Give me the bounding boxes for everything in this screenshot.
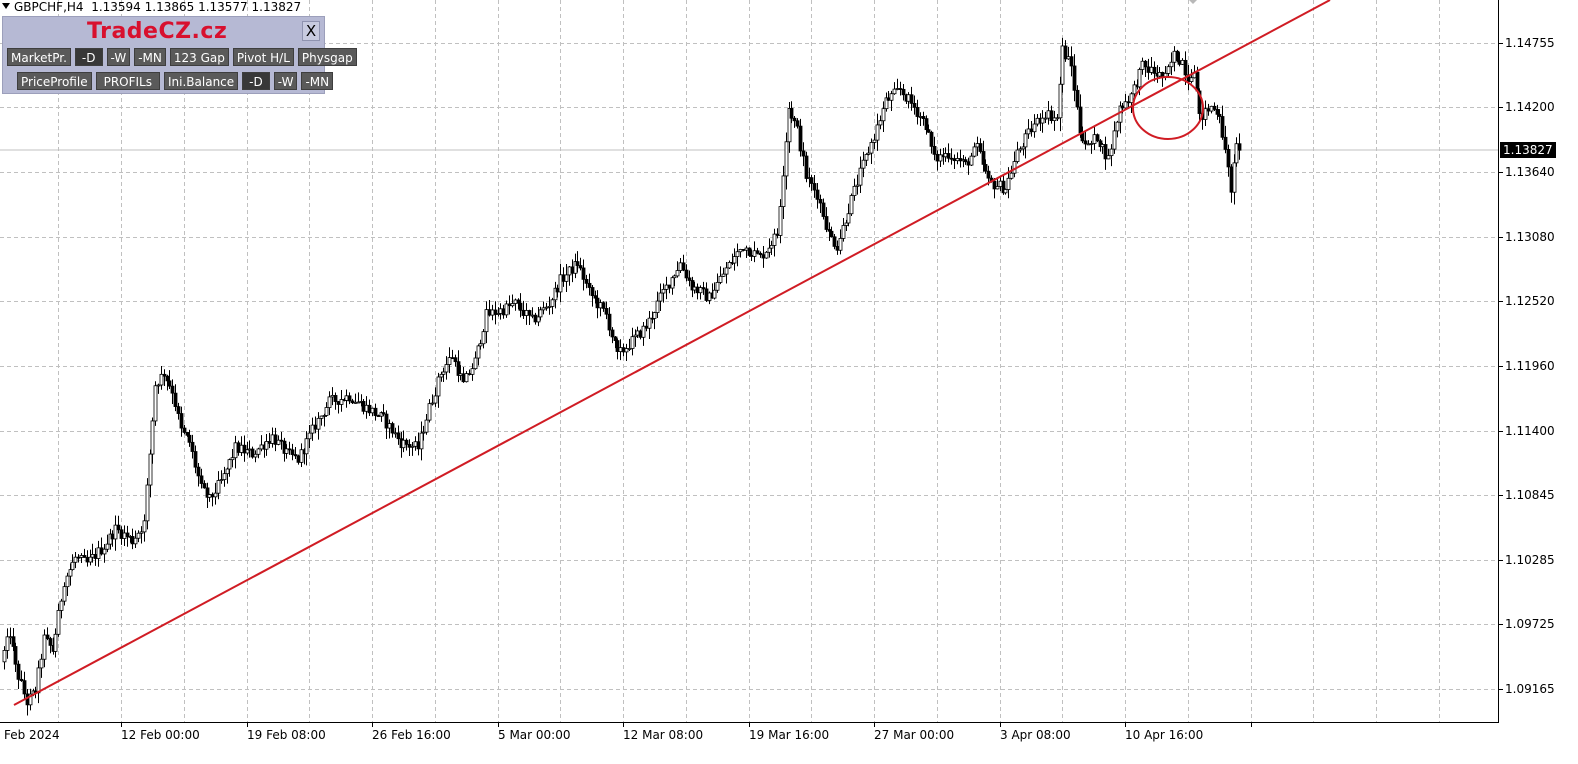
- price-tick-label: 1.13080: [1505, 230, 1555, 244]
- marker-arrow-icon: [1189, 0, 1197, 4]
- button-row-2: PriceProfile PROFILs Ini.Balance -D -W -…: [17, 72, 334, 90]
- time-tick-label: 19 Feb 08:00: [247, 728, 326, 742]
- chart-title-bar: GBPCHF,H4 1.13594 1.13865 1.13577 1.1382…: [2, 0, 301, 14]
- time-tick-label: 10 Apr 16:00: [1125, 728, 1204, 742]
- price-tick-label: 1.09725: [1505, 617, 1555, 631]
- time-tick-label: 12 Feb 00:00: [121, 728, 200, 742]
- time-tick-label: Feb 2024: [4, 728, 60, 742]
- ini-balance-button[interactable]: Ini.Balance: [164, 72, 239, 90]
- time-tick-label: 3 Apr 08:00: [1000, 728, 1071, 742]
- brand-logo: TradeCZ.cz: [87, 19, 228, 44]
- time-tick-label: 12 Mar 08:00: [623, 728, 704, 742]
- mn2-button[interactable]: -MN: [301, 72, 334, 90]
- ohlc-values: 1.13594 1.13865 1.13577 1.13827: [91, 0, 302, 14]
- price-tick-label: 1.13640: [1505, 165, 1555, 179]
- w-button[interactable]: -W: [106, 48, 131, 66]
- w2-button[interactable]: -W: [273, 72, 298, 90]
- priceprofile-button[interactable]: PriceProfile: [17, 72, 92, 90]
- pivot-hl-button[interactable]: Pivot H/L: [232, 48, 294, 66]
- tradecz-panel: TradeCZ.cz X MarketPr. -D -W -MN 123 Gap…: [2, 16, 357, 94]
- trendline[interactable]: [13, 0, 1331, 706]
- price-tick-label: 1.11960: [1505, 359, 1555, 373]
- 123-gap-button[interactable]: 123 Gap: [169, 48, 229, 66]
- price-tick-label: 1.10285: [1505, 553, 1555, 567]
- price-tick-label: 1.14200: [1505, 100, 1555, 114]
- price-tick-label: 1.10845: [1505, 488, 1555, 502]
- symbol-label: GBPCHF,H4: [14, 0, 84, 14]
- d-button[interactable]: -D: [74, 48, 103, 66]
- axis-ticks: [121, 43, 1503, 727]
- button-row-1: MarketPr. -D -W -MN 123 Gap Pivot H/L Ph…: [7, 48, 357, 66]
- candlestick-series: [2, 37, 1242, 716]
- time-tick-label: 27 Mar 00:00: [874, 728, 955, 742]
- price-tick-label: 1.12520: [1505, 294, 1555, 308]
- time-tick-label: 26 Feb 16:00: [372, 728, 451, 742]
- annotation-circle[interactable]: [1132, 76, 1204, 140]
- d2-button[interactable]: -D: [242, 72, 270, 90]
- marketpr-button[interactable]: MarketPr.: [7, 48, 71, 66]
- physgap-button[interactable]: Physgap: [297, 48, 357, 66]
- price-tick-label: 1.14755: [1505, 36, 1555, 50]
- price-tick-label: 1.11400: [1505, 424, 1555, 438]
- price-tick-label: 1.09165: [1505, 682, 1555, 696]
- close-button[interactable]: X: [302, 21, 320, 41]
- current-price-badge: 1.13827: [1500, 142, 1556, 158]
- profils-button[interactable]: PROFILs: [95, 72, 160, 90]
- grid-lines: [0, 0, 1498, 722]
- time-tick-label: 5 Mar 00:00: [498, 728, 571, 742]
- time-tick-label: 19 Mar 16:00: [749, 728, 830, 742]
- dropdown-triangle-icon[interactable]: [2, 3, 10, 9]
- mn-button[interactable]: -MN: [134, 48, 166, 66]
